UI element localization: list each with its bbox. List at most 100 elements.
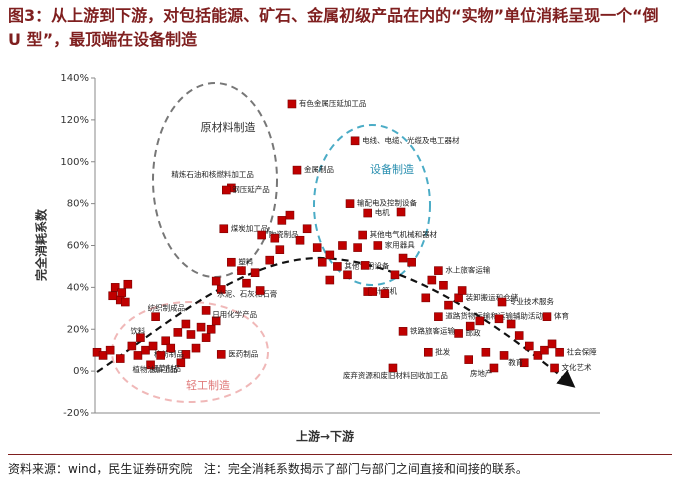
point [514, 331, 524, 340]
point [350, 136, 360, 146]
y-tick-label: 120% [60, 115, 89, 126]
point [465, 321, 475, 331]
y-tick-label: 60% [67, 241, 89, 252]
point [439, 280, 448, 290]
point [242, 278, 251, 288]
point [216, 350, 226, 359]
point-label: 铁路旅客运输 [410, 325, 455, 335]
point-label: 水泥、石灰和石膏 [217, 288, 277, 298]
point-label: 钢压延产品 [232, 184, 269, 194]
point [343, 270, 352, 280]
point [380, 289, 390, 298]
point-label: 植物油加工品 [133, 364, 178, 374]
point [398, 253, 408, 263]
point [540, 345, 549, 355]
annotation: 设备制造 [370, 162, 414, 176]
point [312, 243, 322, 252]
point-label: 电机 [375, 207, 390, 217]
point [333, 262, 342, 271]
point [227, 257, 236, 267]
point [363, 208, 373, 218]
y-axis-title: 完全消耗系数 [34, 208, 49, 281]
point-label: 纺织制成品 [148, 303, 186, 313]
point [542, 312, 552, 321]
point [434, 266, 443, 275]
point-label: 日用化学产品 [212, 309, 257, 319]
point [475, 316, 485, 326]
point [265, 255, 275, 265]
point [506, 319, 516, 329]
x-axis-title: 上游→下游 [296, 429, 354, 444]
point-label: 房地产 [470, 368, 493, 378]
point-label: 教育 [508, 357, 523, 367]
light-industry-ellipse [111, 301, 269, 403]
point [368, 287, 378, 296]
point [353, 243, 362, 252]
point [358, 230, 367, 240]
point-label: 烟草制品 [151, 363, 181, 373]
point [519, 358, 529, 368]
point [499, 351, 509, 360]
point [444, 300, 453, 310]
point [481, 347, 491, 357]
point [191, 343, 201, 353]
point-label: 家用器具 [385, 240, 415, 250]
point [250, 268, 260, 278]
point-label: 专业技术服务 [509, 296, 554, 306]
point [127, 341, 137, 351]
point [176, 358, 186, 368]
point [533, 351, 543, 360]
point [325, 250, 335, 260]
point [398, 327, 408, 336]
point [211, 316, 221, 326]
chart-title: 图3：从上游到下游，对包括能源、矿石、金属初级产品在内的“实物”单位消耗呈现一个… [8, 6, 659, 49]
point [494, 314, 504, 324]
point [161, 336, 170, 346]
point [317, 257, 327, 267]
point [547, 339, 557, 349]
point [285, 210, 295, 220]
point-label: 输配电及控制设备 [357, 198, 417, 208]
point [464, 355, 474, 364]
point [345, 199, 355, 208]
point [390, 270, 400, 280]
point [216, 285, 226, 294]
point [196, 322, 206, 332]
point [148, 341, 158, 351]
point-label: 文化艺术 [562, 362, 592, 372]
point [173, 328, 183, 337]
point [275, 245, 285, 254]
point-label: 装卸搬运和仓储 [466, 292, 519, 302]
point [151, 312, 160, 321]
point-label: 社会保障 [567, 346, 597, 356]
point-label: 金属制品 [304, 164, 334, 174]
point [550, 363, 559, 373]
point [454, 293, 463, 303]
point [388, 363, 398, 373]
point [105, 345, 115, 355]
point-label: 棉纺制品 [154, 348, 184, 358]
y-tick-label: 140% [60, 73, 89, 84]
point [133, 351, 143, 360]
point [497, 297, 507, 307]
point [123, 279, 133, 289]
annotation: 轻工制造 [186, 378, 230, 392]
point-label: 煤炭加工品 [231, 223, 269, 233]
point [237, 266, 246, 275]
point-label: 陶瓷制品 [269, 229, 299, 239]
point [186, 330, 196, 339]
point [201, 333, 211, 342]
point-label: 体育 [554, 311, 569, 321]
point [219, 224, 229, 234]
point [211, 276, 221, 286]
equipment-ellipse [313, 124, 431, 286]
point [555, 347, 564, 357]
point [457, 286, 467, 295]
point [257, 230, 266, 240]
point [255, 286, 265, 295]
chart: 原材料制造 设备制造 轻工制造 完全消耗系数 上游→下游 -20% 0% 20% 40… [34, 73, 600, 444]
point-label: 其他电气机械和器材 [370, 229, 438, 239]
point [292, 165, 302, 175]
point [421, 293, 431, 303]
